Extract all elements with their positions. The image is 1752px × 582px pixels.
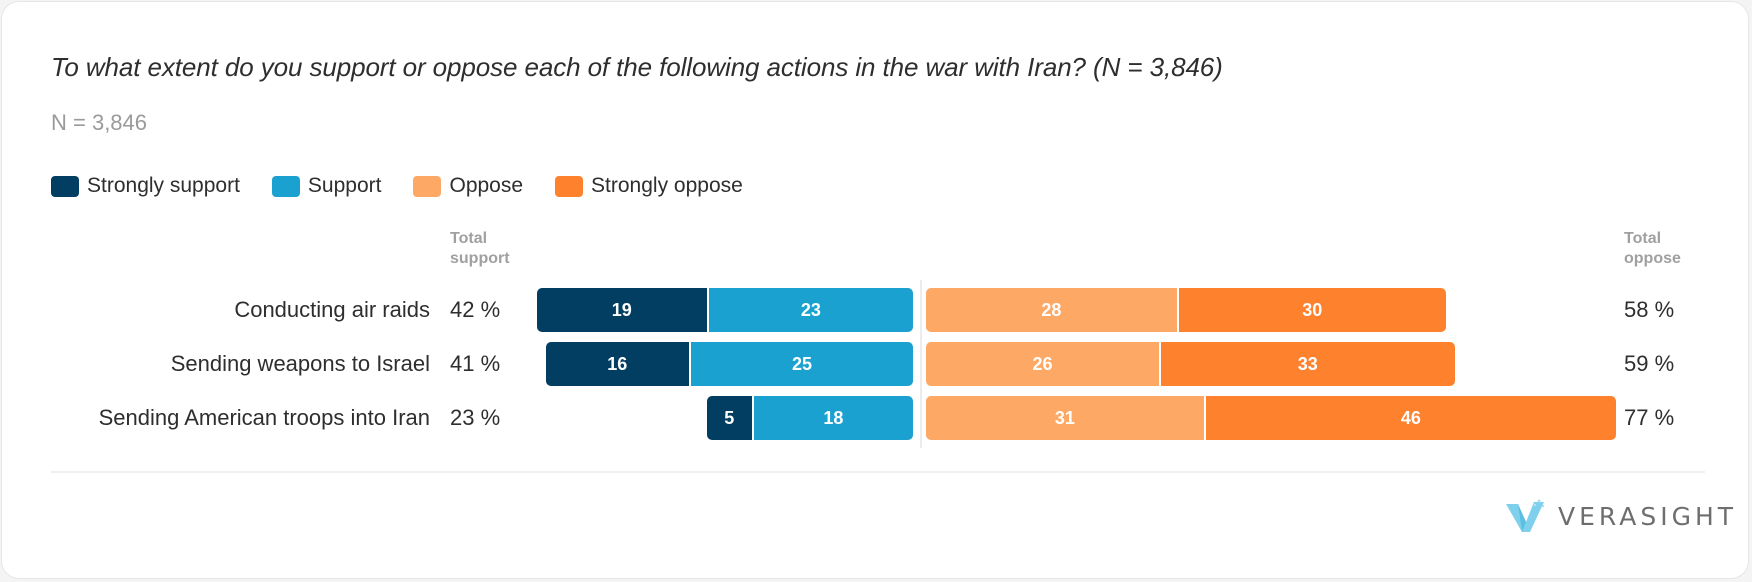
category-label: Conducting air raids [234,297,430,322]
bar-value-label: 25 [791,353,813,374]
legend-label: Strongly support [87,174,240,197]
chart-title: To what extent do you support or oppose … [51,52,1223,82]
bar-strongly-oppose[interactable]: 30 [1176,288,1446,332]
legend-item-support[interactable]: Support [271,174,382,198]
bar-strongly-support[interactable]: 19 [536,288,707,332]
bar-value-label: 33 [1297,353,1318,374]
total-oppose-value: 59 % [1624,351,1675,376]
legend-item-strongly-support[interactable]: Strongly support [51,174,240,198]
legend-swatch-oppose [413,175,442,197]
bar-value-label: 19 [611,299,632,320]
total-oppose-value: 58 % [1624,297,1675,322]
bar-value-label: 26 [1032,353,1053,374]
legend-swatch-support [271,175,300,197]
bar-strongly-oppose[interactable]: 46 [1203,396,1616,440]
footer-divider [51,471,1705,473]
chart-subtitle: N = 3,846 [51,110,148,135]
bar-value-label: 46 [1400,407,1421,428]
total-oppose-header: Total oppose [1624,230,1681,267]
bar-value-label: 18 [823,407,844,428]
bar-strongly-support[interactable]: 5 [706,396,752,440]
total-support-header: Total support [450,230,510,267]
brand-name: VERASIGHT [1558,501,1738,531]
bar-strongly-support[interactable]: 16 [545,342,689,386]
bar-value-label: 16 [607,353,628,374]
total-support-value: 23 % [450,405,501,430]
bar-value-label: 31 [1054,407,1075,428]
category-label: Sending weapons to Israel [170,351,430,376]
bar-oppose[interactable]: 28 [926,288,1177,332]
legend-item-oppose[interactable]: Oppose [413,174,523,198]
bar-value-label: 5 [724,407,735,428]
legend-label: Oppose [449,174,524,197]
total-oppose-value: 77 % [1624,405,1675,430]
bar-value-label: 30 [1302,299,1323,320]
legend-item-strongly-oppose[interactable]: Strongly oppose [555,174,743,198]
bar-support[interactable]: 25 [689,342,913,386]
bar-oppose[interactable]: 31 [926,396,1204,440]
legend-label: Strongly oppose [591,174,743,197]
brand-logo: VERASIGHT [1504,498,1737,534]
bar-strongly-oppose[interactable]: 33 [1158,342,1455,386]
bar-support[interactable]: 18 [751,396,913,440]
bar-oppose[interactable]: 26 [926,342,1159,386]
verasight-v-logo-icon [1506,499,1545,532]
category-label: Sending American troops into Iran [98,405,430,430]
bar-value-label: 23 [800,299,821,320]
total-support-value: 41 % [450,351,501,376]
bar-support[interactable]: 23 [706,288,913,332]
legend-swatch-strongly-support [51,175,79,197]
total-support-value: 42 % [450,297,501,322]
legend-label: Support [307,174,382,197]
legend-swatch-strongly-oppose [555,175,584,197]
bar-value-label: 28 [1041,299,1062,320]
center-divider [920,280,922,448]
legend: Strongly support Support Oppose Strongly… [51,174,775,198]
